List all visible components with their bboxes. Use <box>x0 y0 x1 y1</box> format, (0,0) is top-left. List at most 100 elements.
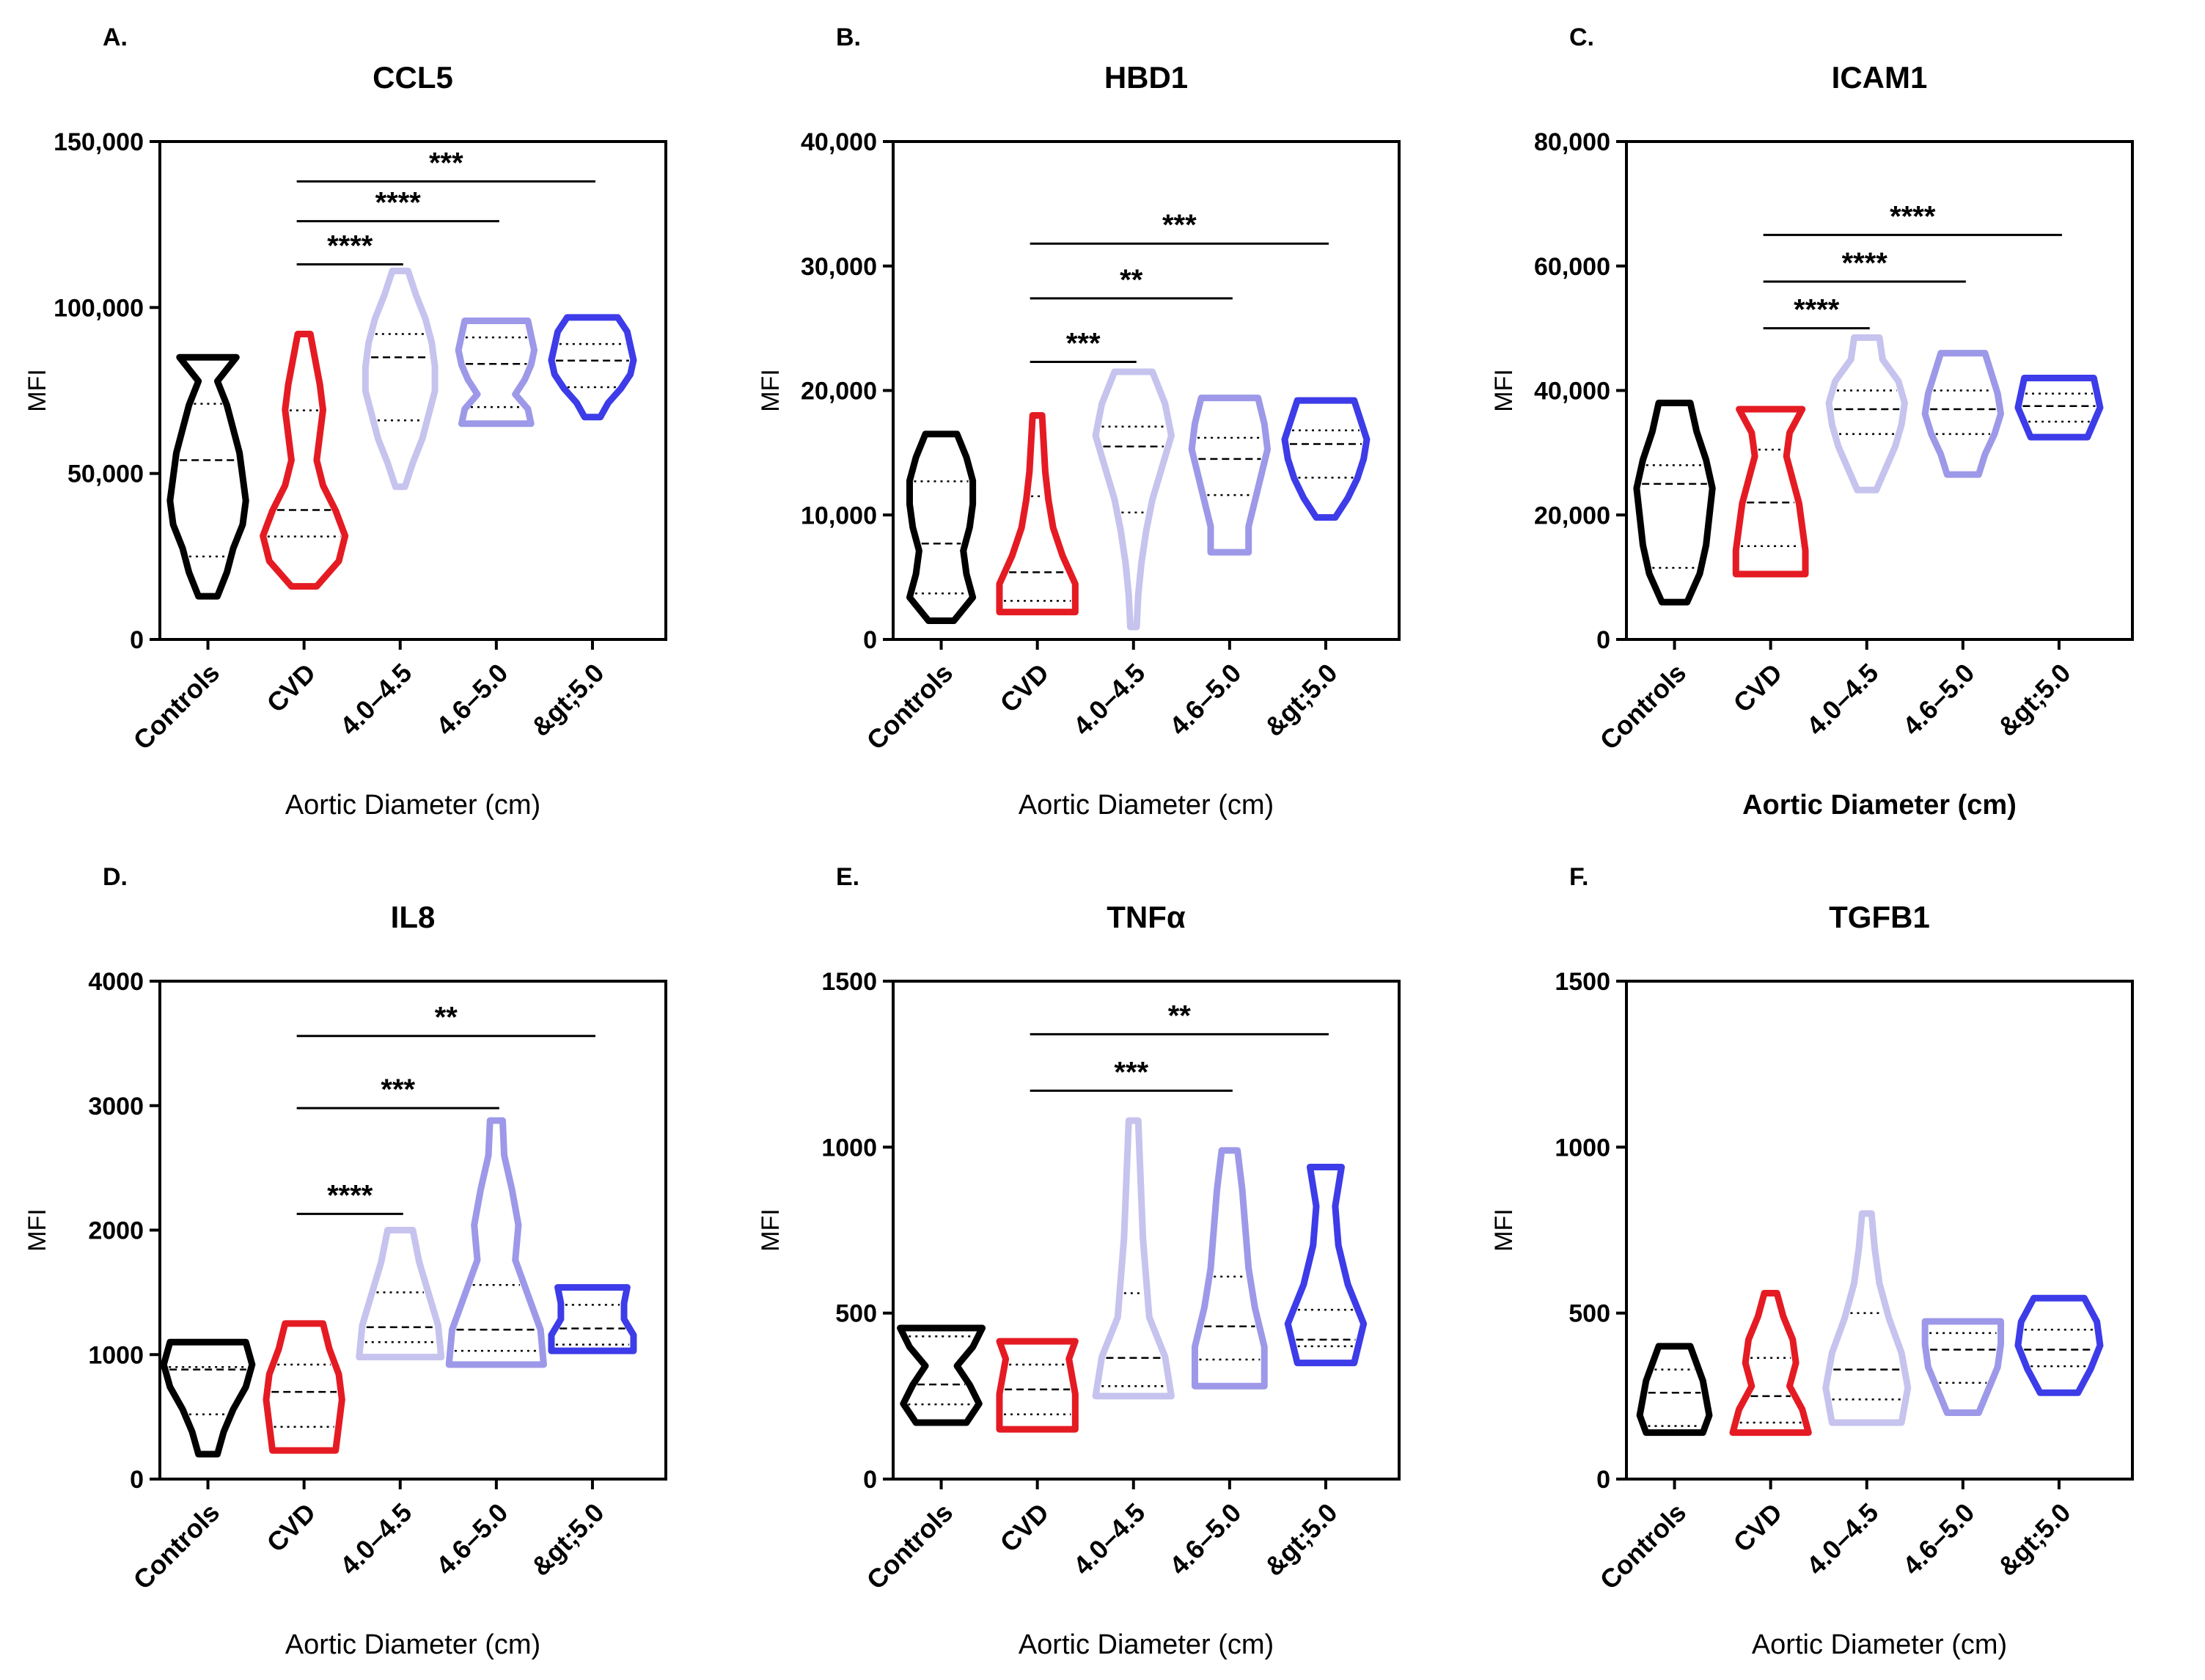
significance-stars: ** <box>1168 999 1192 1032</box>
violin-controls <box>166 353 249 600</box>
violin-4-0-4-5 <box>362 268 439 491</box>
x-category-label: 4.6–5.0 <box>1897 1497 1981 1581</box>
significance-stars: *** <box>429 147 463 179</box>
violin-outline <box>356 1227 445 1361</box>
chart-svg: C. ICAM1 0 20,000 40,000 60,000 80,000 MFI Contr… <box>1490 23 2134 821</box>
y-axis-label: MFI <box>1490 369 1518 412</box>
panel-label: F. <box>1569 863 1588 891</box>
x-axis-label: Aortic Diameter (cm) <box>1019 790 1274 821</box>
chart-svg: E. TNFα 0 500 1000 1500 MFI Controls CVD 4.0–4.5 4… <box>757 863 1401 1660</box>
plot-frame <box>892 140 1401 641</box>
significance-stars: ** <box>1120 264 1143 296</box>
violin-outline <box>548 1284 637 1354</box>
y-tick-label: 0 <box>863 626 877 654</box>
significance-stars: ** <box>435 1002 458 1034</box>
x-category-label: Controls <box>1594 658 1692 756</box>
x-category-label: CVD <box>1728 1497 1788 1558</box>
panel-label: B. <box>836 23 861 51</box>
violin-cvd <box>263 1320 345 1454</box>
chart-title: CCL5 <box>373 60 453 95</box>
x-category-label: Controls <box>861 1497 959 1596</box>
violin-outline <box>906 430 977 625</box>
panel-label: D. <box>103 863 128 891</box>
y-tick-label: 50,000 <box>67 461 144 488</box>
chart-svg: D. IL8 0 1000 2000 3000 4000 MFI Controls CVD 4.0–… <box>23 863 667 1660</box>
violin-outline <box>2014 1294 2104 1396</box>
violin-cvd <box>996 1338 1079 1433</box>
violin-cvd <box>1732 406 1809 578</box>
x-category-label: 4.6–5.0 <box>430 1497 514 1581</box>
y-tick-label: 20,000 <box>801 378 877 406</box>
y-tick-label: 4000 <box>88 968 144 996</box>
y-tick-label: 0 <box>130 626 144 654</box>
panel-a-ccl5: A. CCL5 0 50,000 100,000 150,000 MFI Controls CV… <box>0 0 733 840</box>
x-axis-label: Aortic Diameter (cm) <box>1019 1629 1274 1660</box>
violin-outline <box>1921 350 2005 478</box>
x-category-label: CVD <box>261 1497 322 1558</box>
significance-stars: *** <box>1066 327 1101 359</box>
y-tick-label: 0 <box>1596 626 1610 654</box>
y-tick-label: 40,000 <box>801 128 877 156</box>
x-category-label: CVD <box>261 658 322 719</box>
violin-outline <box>1921 1318 2005 1416</box>
x-category-label: &gt;5.0 <box>1992 658 2076 742</box>
violin-outline <box>1633 399 1716 606</box>
violin-4-6-5-0 <box>455 317 538 428</box>
x-category-label: 4.0–4.5 <box>1800 1497 1884 1581</box>
significance-stars: **** <box>1890 200 1936 232</box>
panel-label: A. <box>103 23 128 51</box>
violin-outline <box>996 1338 1079 1433</box>
panel-b-hbd1: B. HBD1 0 10,000 20,000 30,000 40,000 MFI Contro… <box>733 0 1467 840</box>
violin-outline <box>1729 1290 1812 1437</box>
violin-outline <box>166 353 249 600</box>
y-tick-label: 10,000 <box>801 502 877 529</box>
violin-outline <box>1188 395 1272 556</box>
violin-outline <box>160 1338 256 1458</box>
chart-title: ICAM1 <box>1832 60 1928 95</box>
y-tick-label: 40,000 <box>1534 378 1610 406</box>
y-tick-label: 500 <box>1569 1300 1610 1328</box>
x-category-label: &gt;5.0 <box>1992 1497 2076 1582</box>
y-tick-label: 3000 <box>88 1093 144 1120</box>
y-tick-label: 500 <box>835 1300 877 1328</box>
violin-outline <box>263 1320 345 1454</box>
violin-4-0-4-5 <box>1822 1210 1912 1426</box>
chart-title: TGFB1 <box>1829 900 1930 934</box>
y-tick-label: 100,000 <box>54 294 144 322</box>
violin-outline <box>1822 1210 1912 1426</box>
y-tick-label: 1500 <box>821 968 877 996</box>
panel-c-icam1: C. ICAM1 0 20,000 40,000 60,000 80,000 MFI Contr… <box>1467 0 2200 840</box>
panel-d-il8: D. IL8 0 1000 2000 3000 4000 MFI Controls CVD 4.0–… <box>0 840 733 1680</box>
violin-gt-5-0 <box>1281 397 1371 521</box>
y-tick-label: 2000 <box>88 1217 144 1245</box>
x-axis-label: Aortic Diameter (cm) <box>1742 790 2017 821</box>
violin-outline <box>1092 368 1175 631</box>
y-tick-label: 30,000 <box>801 253 877 281</box>
y-tick-label: 20,000 <box>1534 502 1610 529</box>
x-category-label: 4.0–4.5 <box>1800 658 1884 741</box>
violin-4-0-4-5 <box>1825 334 1908 494</box>
violin-4-6-5-0 <box>1188 395 1272 556</box>
violin-gt-5-0 <box>548 1284 637 1354</box>
panel-label: C. <box>1569 23 1594 51</box>
violin-outline <box>1281 397 1371 521</box>
x-category-label: &gt;5.0 <box>1258 1497 1343 1582</box>
violin-gt-5-0 <box>2014 375 2104 441</box>
x-category-label: 4.0–4.5 <box>1067 658 1151 741</box>
significance-stars: **** <box>375 187 422 219</box>
x-axis-label: Aortic Diameter (cm) <box>1752 1629 2007 1660</box>
x-category-label: Controls <box>1594 1497 1692 1596</box>
violin-4-6-5-0 <box>445 1117 547 1368</box>
x-category-label: &gt;5.0 <box>525 658 609 742</box>
x-category-label: Controls <box>128 1497 226 1596</box>
x-axis-label: Aortic Diameter (cm) <box>285 790 540 821</box>
violin-cvd <box>260 331 349 590</box>
y-tick-label: 1000 <box>88 1341 144 1369</box>
x-category-label: 4.6–5.0 <box>430 658 514 741</box>
x-category-label: Controls <box>861 658 959 756</box>
chart-title: HBD1 <box>1104 60 1188 95</box>
violin-outline <box>1092 1117 1175 1400</box>
violin-outline <box>1284 1163 1368 1367</box>
x-axis-label: Aortic Diameter (cm) <box>285 1629 540 1660</box>
significance-stars: **** <box>1842 247 1888 279</box>
